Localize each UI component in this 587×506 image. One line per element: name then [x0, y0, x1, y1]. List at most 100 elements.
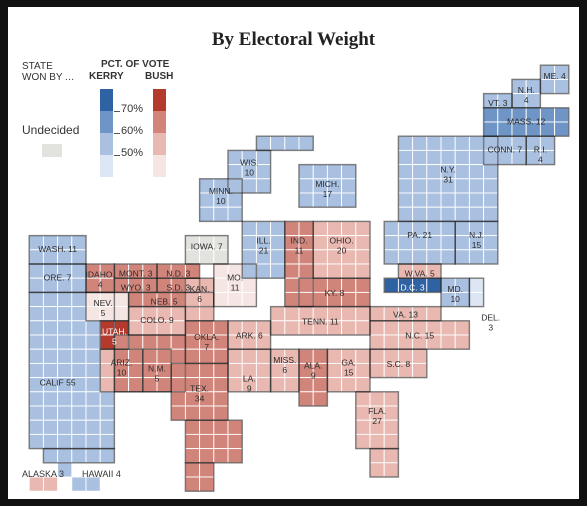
state-cell: [440, 320, 456, 336]
state-cell: [383, 320, 399, 336]
state-votes-mich: 17: [323, 189, 333, 199]
state-cell: [255, 263, 272, 279]
state-cell: [369, 462, 385, 478]
state-cell: [42, 362, 59, 379]
state-border: [184, 462, 215, 492]
state-cell: [213, 377, 229, 393]
state-del: [468, 277, 485, 308]
state-cell: [57, 433, 73, 450]
legend-dash: [114, 133, 120, 134]
state-cell: [468, 192, 485, 208]
state-la: [227, 348, 272, 393]
state-cell: [383, 405, 399, 421]
state-cell: [355, 419, 371, 435]
legend-bush-swatch-1: [153, 111, 166, 133]
state-cell: [184, 419, 201, 435]
state-cell: [454, 235, 470, 251]
state-label-me: ME. 4: [543, 71, 565, 81]
state-cell: [71, 448, 87, 464]
state-fla: [355, 391, 399, 478]
legend-kerry-swatch-2: [100, 133, 113, 155]
state-cell: [369, 391, 385, 407]
state-cell: [412, 348, 428, 364]
state-cell: [170, 405, 186, 421]
state-cell: [71, 405, 87, 421]
state-border: [369, 447, 400, 478]
state-kan: [184, 277, 215, 322]
state-mass: [483, 107, 570, 137]
state-border: [227, 149, 272, 194]
state-cell: [227, 377, 243, 393]
state-cell: [42, 391, 59, 407]
state-cell: [170, 348, 186, 364]
state-iowa: [184, 235, 229, 265]
state-cell: [184, 433, 201, 450]
state-colo: [128, 306, 186, 336]
state-cell: [213, 433, 229, 450]
state-label-ore: ORE. 7: [44, 273, 72, 283]
state-cell: [454, 220, 470, 237]
state-cell: [28, 362, 44, 379]
state-cell: [170, 334, 186, 350]
state-label-fla: FLA.: [368, 406, 386, 416]
state-cell: [184, 405, 201, 421]
state-votes-nev: 5: [101, 308, 106, 318]
state-cell: [341, 377, 357, 393]
state-cell: [85, 419, 101, 435]
state-votes-utah: 5: [112, 336, 117, 346]
state-votes-fla: 27: [372, 416, 382, 426]
legend-pct-of-vote: PCT. OF VOTE: [101, 59, 170, 70]
state-votes-ny: 31: [443, 175, 453, 185]
state-cell: [241, 277, 257, 293]
state-cell: [255, 164, 272, 180]
state-cell: [440, 192, 456, 208]
state-cell: [468, 277, 485, 293]
state-cell: [99, 405, 115, 421]
state-cell: [213, 391, 229, 407]
state-cell: [241, 235, 257, 251]
state-cell: [71, 277, 87, 293]
state-cell: [270, 320, 286, 336]
state-label-md: MD.: [447, 284, 463, 294]
state-cell: [341, 192, 357, 208]
state-cell: [199, 476, 215, 492]
state-cell: [341, 164, 357, 180]
state-label-nd: N.D. 3: [166, 268, 190, 278]
state-cell: [199, 462, 215, 478]
state-cell: [483, 121, 499, 137]
state-label-dc: D.C. 3: [401, 282, 425, 292]
state-label-nm: N.M.: [148, 363, 166, 373]
state-cell: [42, 306, 59, 322]
state-border: [383, 277, 442, 294]
state-cell: [71, 291, 87, 308]
state-label-minn: MINN.: [209, 186, 233, 196]
legend-tick-70: 70%: [121, 103, 144, 115]
state-cell: [397, 249, 414, 265]
state-cell: [554, 121, 570, 137]
state-border: [42, 447, 116, 464]
state-cell: [298, 178, 314, 194]
state-label-vt: VT. 3: [488, 98, 508, 108]
state-cell: [341, 220, 357, 237]
state-cell: [412, 135, 428, 151]
state-idaho: [85, 263, 115, 293]
state-cell: [57, 348, 73, 364]
state-cell: [284, 135, 300, 151]
state-votes-ariz: 10: [117, 368, 127, 378]
state-cell: [312, 249, 328, 265]
state-cell: [440, 206, 456, 222]
state-cell: [128, 377, 144, 393]
state-cell: [383, 249, 399, 265]
footer-alaska: ALASKA 3: [22, 469, 65, 479]
state-cell: [213, 249, 229, 265]
state-cell: [397, 192, 414, 208]
state-cell: [483, 192, 499, 208]
state-cell: [57, 448, 73, 464]
state-cell: [71, 320, 87, 336]
legend-bush-swatch-2: [153, 133, 166, 155]
state-label-tex: TEX.: [190, 383, 209, 393]
state-cell: [270, 235, 286, 251]
state-cell: [483, 206, 499, 222]
state-cell: [241, 178, 257, 194]
state-cell: [383, 419, 399, 435]
